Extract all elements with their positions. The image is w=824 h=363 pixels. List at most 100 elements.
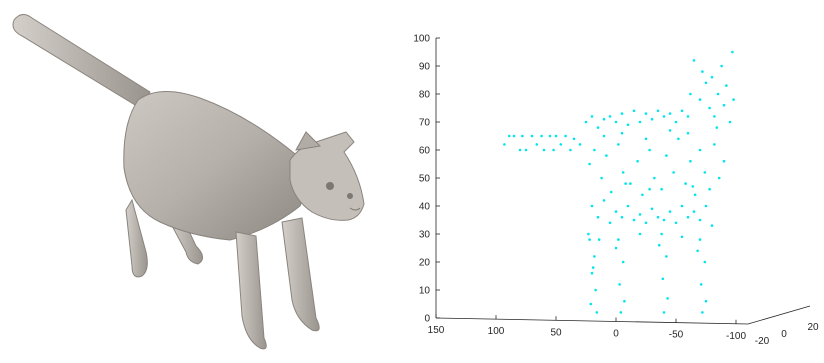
scatter-point [644, 112, 648, 115]
z-tick-label: 70 [419, 118, 431, 129]
scatter-point [713, 115, 716, 118]
scatter-point [602, 117, 606, 121]
scatter-point [608, 115, 612, 118]
scatter-point [590, 204, 594, 208]
scatter-point [731, 50, 734, 54]
z-tick-label: 90 [419, 62, 431, 73]
scatter-point [644, 137, 648, 141]
scatter-point [507, 134, 511, 138]
scatter-point [686, 131, 690, 135]
scatter-point [632, 109, 636, 113]
scatter-point [698, 218, 702, 222]
scatter-point [665, 255, 668, 258]
scatter-point [698, 98, 702, 101]
scatter-point [703, 171, 707, 174]
scatter-point [588, 238, 591, 241]
scatter-point [614, 120, 618, 124]
scatter-point [641, 193, 644, 197]
y-tick-label: -20 [755, 336, 770, 347]
scatter-point [704, 81, 708, 85]
scatter-point [619, 311, 623, 314]
scatter-point [722, 159, 726, 163]
scatter-point [672, 171, 675, 174]
z-tick-label: 80 [419, 90, 431, 101]
scatter-point [668, 210, 672, 213]
scatter-point [686, 215, 690, 219]
scatter-point [535, 143, 539, 146]
z-tick-label: 50 [419, 174, 431, 185]
scatter-point [689, 159, 692, 163]
scatter-point [614, 210, 618, 213]
scatter-point [680, 204, 684, 208]
scatter-point [699, 283, 703, 286]
scatter-point [524, 148, 528, 152]
scatter-point [572, 137, 576, 141]
scatter-point [617, 238, 620, 241]
scatter-point [559, 143, 563, 146]
scatter-point [716, 92, 720, 96]
z-tick-label: 10 [419, 286, 431, 297]
scatter-point [589, 302, 593, 306]
scatter-point [696, 249, 699, 253]
y-axis-line [747, 305, 811, 325]
scatter-point [653, 176, 656, 180]
scatter-point [661, 277, 665, 281]
scatter-point [692, 210, 696, 213]
scatter-point [638, 232, 642, 236]
scatter-point [564, 134, 567, 138]
scatter-point [648, 187, 651, 191]
scatter-point [594, 288, 597, 292]
scatter-point [626, 123, 630, 127]
scatter-point [701, 70, 704, 73]
scatter-point [701, 311, 704, 314]
scatter-point [620, 112, 624, 115]
z-tick-label: 100 [413, 34, 430, 45]
scatter-point [530, 134, 534, 138]
scatter-point [693, 193, 697, 197]
scatter-point [602, 199, 606, 202]
scatter-point [554, 134, 558, 138]
scatter-point [662, 311, 666, 314]
scatter-point [657, 243, 661, 247]
scatter-point [542, 148, 546, 152]
scatter-point [621, 171, 625, 174]
scatter-point [590, 115, 594, 118]
scatter-point [703, 260, 707, 264]
scatter3d-panel: 0 10 20 30 40 50 60 70 80 90 100 150 100 50 0 -50 -100 … [380, 0, 824, 358]
scatter-point [521, 134, 524, 138]
z-tick-label: 0 [424, 314, 430, 325]
x-axis-line [435, 317, 749, 325]
scatter-point [593, 148, 596, 152]
x-tick-label: 100 [488, 326, 505, 337]
scatter-point [717, 176, 721, 180]
scatter-point [648, 148, 651, 152]
y-tick-label: 0 [781, 329, 787, 340]
scatter-point [590, 271, 594, 275]
scatter-point [691, 185, 695, 188]
scatter-point [587, 232, 590, 236]
scatter-point [692, 59, 696, 62]
scatter-point [588, 162, 591, 166]
scatter-point [636, 159, 639, 163]
scatter-point [689, 92, 692, 96]
scatter-point [725, 84, 728, 87]
scatter-point [597, 238, 601, 241]
y-tick-label: 20 [807, 322, 819, 333]
z-tick-label: 60 [419, 146, 431, 157]
scatter-point [650, 207, 654, 211]
scatter-point [677, 137, 680, 141]
cat-3d-render-icon [12, 14, 365, 350]
scatter-point [512, 134, 516, 138]
scatter-point [662, 115, 666, 118]
scatter-point [569, 148, 572, 152]
scatter-point [584, 120, 588, 124]
scatter-point [662, 218, 666, 222]
scatter-point [674, 120, 678, 124]
scatter-point [708, 187, 711, 191]
scatter-point [660, 187, 663, 191]
scatter-point [656, 215, 660, 219]
scatter-point [656, 109, 660, 113]
scatter-point [624, 182, 627, 185]
scatter-point [578, 143, 582, 146]
